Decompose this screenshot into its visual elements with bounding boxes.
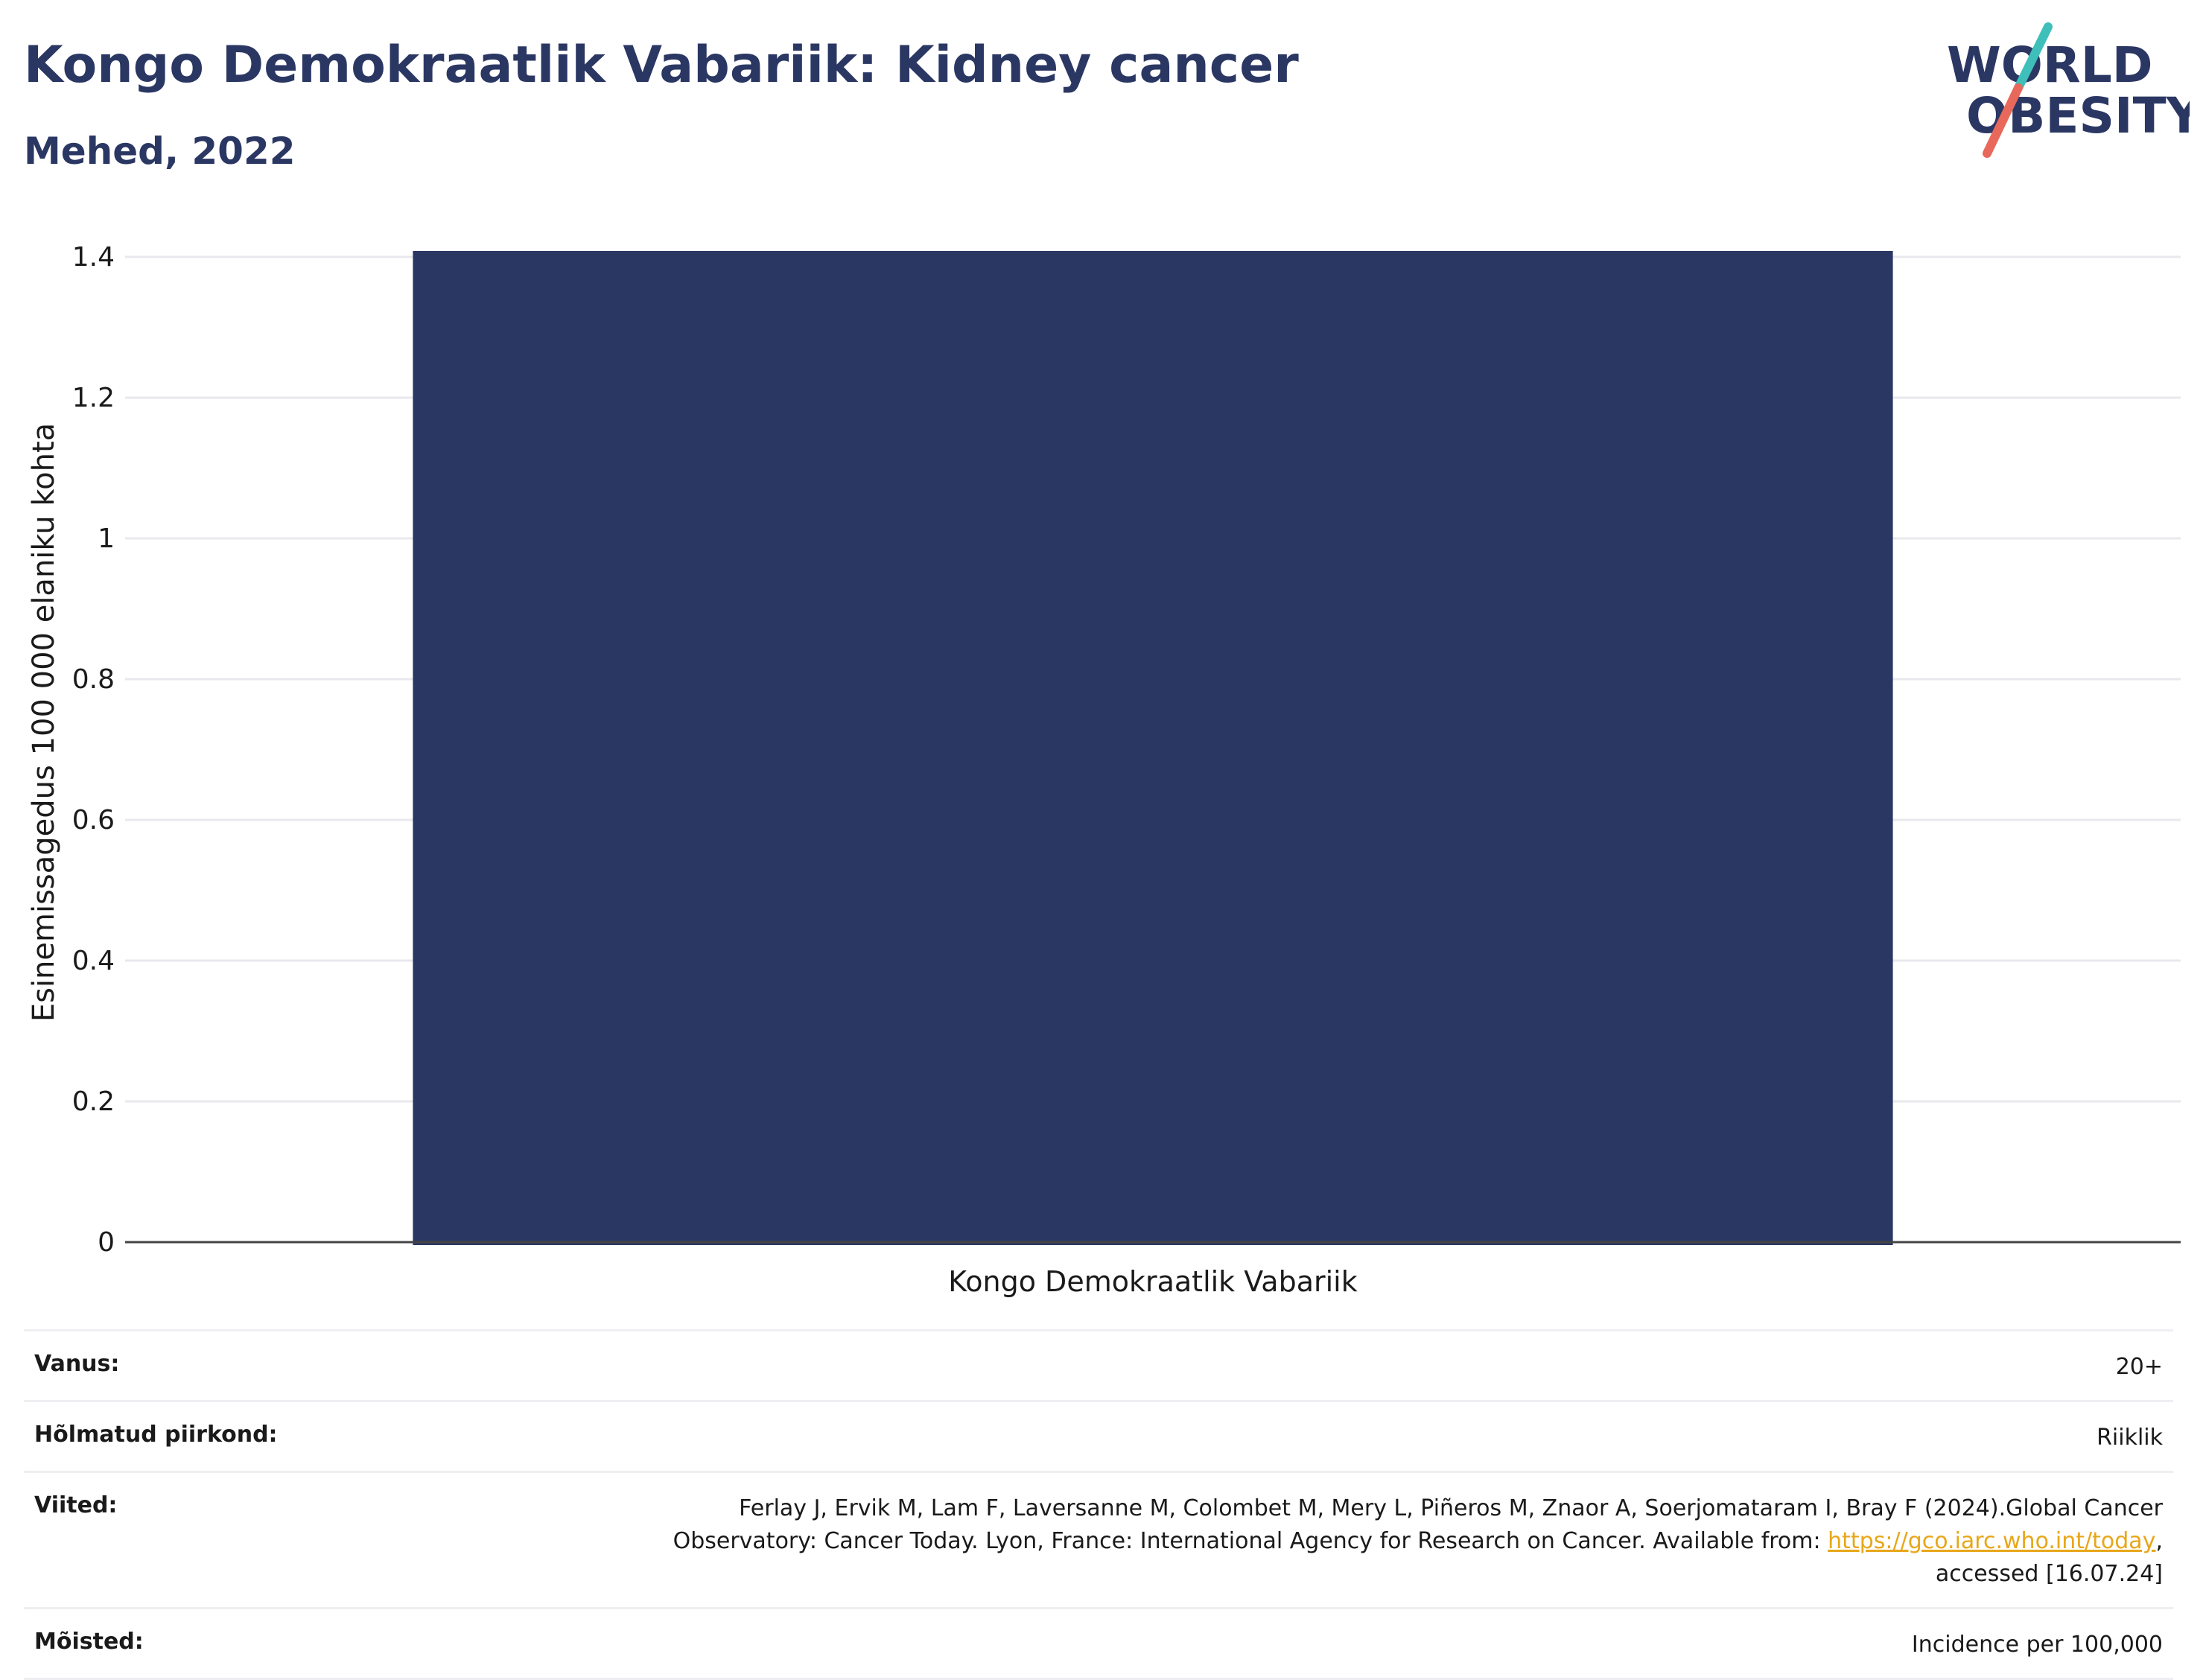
logo-line-1: WORLD xyxy=(1947,36,2153,94)
x-tick-label: Kongo Demokraatlik Vabariik xyxy=(948,1265,1358,1298)
bar xyxy=(413,251,1893,1245)
y-tick-label: 0 xyxy=(98,1227,115,1258)
age-value: 20+ xyxy=(2115,1354,2163,1380)
info-row-age: Vanus: 20+ xyxy=(24,1329,2173,1400)
info-row-definitions: Mõisted: Incidence per 100,000 xyxy=(24,1607,2173,1680)
region-value: Riiklik xyxy=(2096,1425,2163,1451)
y-tick-label: 0.2 xyxy=(72,1086,115,1117)
world-obesity-logo: WORLD OBESITY xyxy=(1947,22,2190,158)
region-label: Hõlmatud piirkond: xyxy=(34,1422,278,1448)
page-subtitle: Mehed, 2022 xyxy=(24,130,296,173)
y-tick-label: 1 xyxy=(98,524,115,554)
info-row-references: Viited: Ferlay J, Ervik M, Lam F, Lavers… xyxy=(24,1471,2173,1607)
logo-slash-teal xyxy=(2014,22,2053,92)
info-table: Vanus: 20+ Hõlmatud piirkond: Riiklik Vi… xyxy=(24,1329,2173,1680)
bars xyxy=(413,251,1893,1245)
references-link[interactable]: https://gco.iarc.who.int/today xyxy=(1828,1528,2156,1554)
references-text-1: Ferlay J, Ervik M, Lam F, Laversanne M, … xyxy=(739,1495,2163,1521)
y-tick-label: 0.8 xyxy=(72,664,115,695)
references-value: Ferlay J, Ervik M, Lam F, Laversanne M, … xyxy=(673,1492,2163,1591)
y-tick-label: 1.2 xyxy=(72,383,115,413)
definitions-label: Mõisted: xyxy=(34,1629,144,1655)
references-text-4: accessed [16.07.24] xyxy=(1935,1561,2163,1587)
logo-slash-coral xyxy=(1983,83,2023,158)
y-axis-label: Esinemissagedus 100 000 elaniku kohta xyxy=(27,423,61,1022)
y-axis-ticks: 0 0.2 0.4 0.6 0.8 1 1.2 1.4 xyxy=(72,242,115,1258)
references-text-2: Observatory: Cancer Today. Lyon, France:… xyxy=(673,1528,1828,1554)
y-tick-label: 0.6 xyxy=(72,805,115,836)
page-title: Kongo Demokraatlik Vabariik: Kidney canc… xyxy=(24,36,1299,95)
y-tick-label: 1.4 xyxy=(72,242,115,273)
references-label: Viited: xyxy=(34,1492,118,1518)
definitions-value: Incidence per 100,000 xyxy=(1911,1632,2163,1658)
references-text-3: , xyxy=(2155,1528,2163,1554)
y-tick-label: 0.4 xyxy=(72,946,115,976)
age-label: Vanus: xyxy=(34,1351,120,1377)
bar-chart: 0 0.2 0.4 0.6 0.8 1 1.2 1.4 Kongo Demokraatlik … xyxy=(27,242,2181,1298)
info-row-region: Hõlmatud piirkond: Riiklik xyxy=(24,1400,2173,1471)
x-axis-ticks: Kongo Demokraatlik Vabariik xyxy=(948,1265,1358,1298)
